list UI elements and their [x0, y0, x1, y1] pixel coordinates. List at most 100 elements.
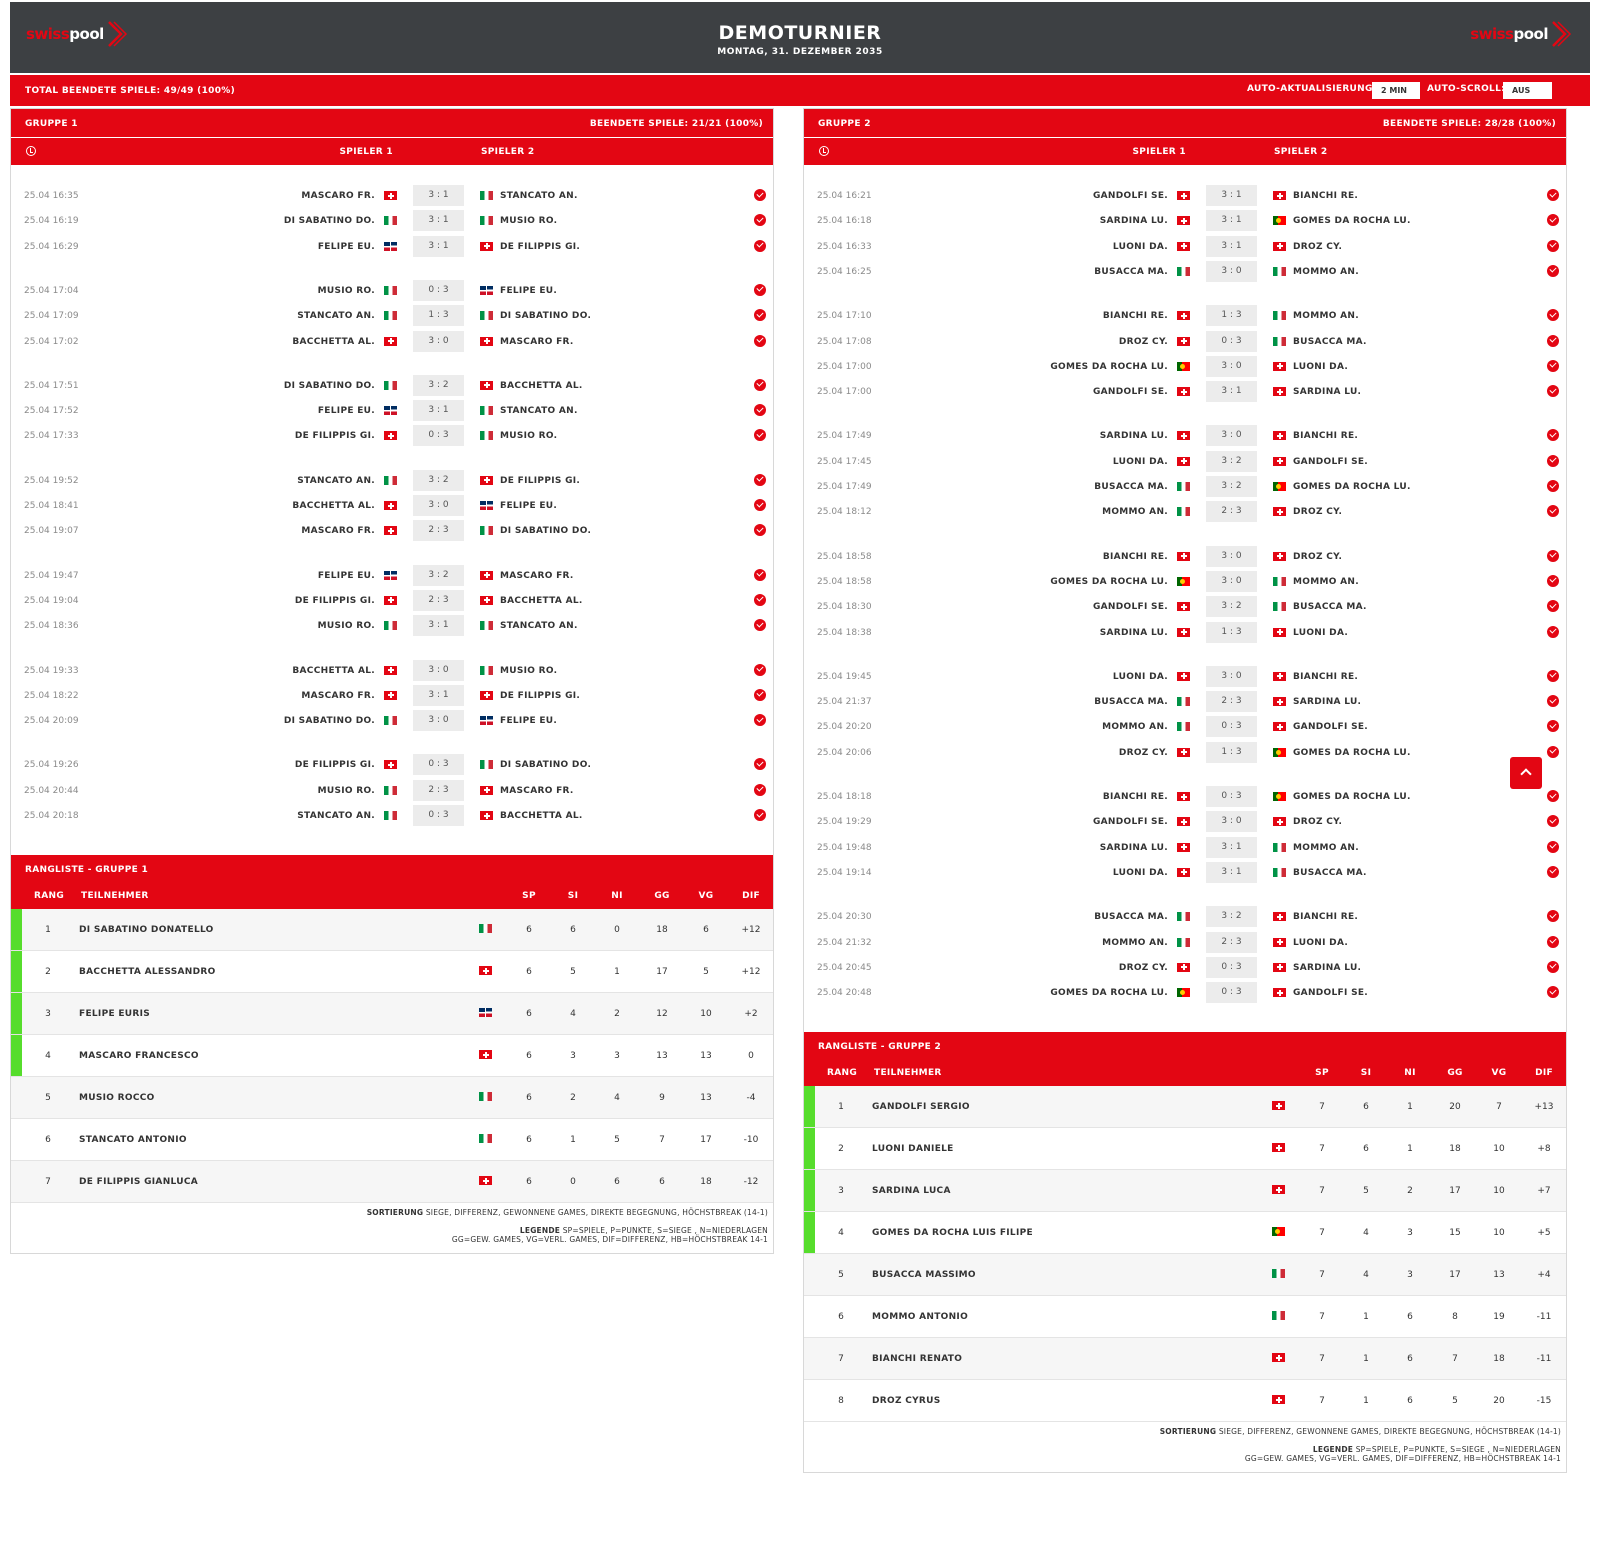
ranking-row[interactable]: 1 DI SABATINO DONATELLO 6 6 0 18 6 +12: [11, 909, 773, 951]
match-row[interactable]: 25.04 18:18 BIANCHI RE. 0 : 3 GOMES DA ROCH…: [804, 784, 1566, 809]
col-teilnehmer: TEILNEHMER: [81, 891, 149, 901]
match-row[interactable]: 25.04 16:33 LUONI DA. 3 : 1 DROZ CY.: [804, 234, 1566, 259]
match-row[interactable]: 25.04 17:09 STANCATO AN. 1 : 3 DI SABATINO …: [11, 303, 773, 328]
stat-vg: 13: [700, 1051, 712, 1061]
flag-switzerland-icon: [1273, 387, 1286, 397]
match-row[interactable]: 25.04 20:48 GOMES DA ROCHA LU. 0 : 3 GANDOL…: [804, 980, 1566, 1005]
ranking-row[interactable]: 4 MASCARO FRANCESCO 6 3 3 13 13 0: [11, 1035, 773, 1077]
match-row[interactable]: 25.04 20:45 DROZ CY. 0 : 3 SARDINA LU.: [804, 955, 1566, 980]
match-row[interactable]: 25.04 20:18 STANCATO AN. 0 : 3 BACCHETTA AL…: [11, 803, 773, 828]
match-time: 25.04 17:08: [817, 336, 872, 347]
match-row[interactable]: 25.04 18:22 MASCARO FR. 3 : 1 DE FILIPPIS G…: [11, 683, 773, 708]
match-finished-check-icon: [754, 334, 766, 347]
match-row[interactable]: 25.04 19:07 MASCARO FR. 2 : 3 DI SABATINO D…: [11, 518, 773, 543]
flag-portugal-icon: [1177, 988, 1190, 998]
ranking-row[interactable]: 2 BACCHETTA ALESSANDRO 6 5 1 17 5 +12: [11, 951, 773, 993]
flag-switzerland-icon: [1177, 747, 1190, 757]
match-row[interactable]: 25.04 19:14 LUONI DA. 3 : 1 BUSACCA MA.: [804, 860, 1566, 885]
match-row[interactable]: 25.04 17:49 SARDINA LU. 3 : 0 BIANCHI RE.: [804, 423, 1566, 448]
match-row[interactable]: 25.04 17:08 DROZ CY. 0 : 3 BUSACCA MA.: [804, 329, 1566, 354]
match-row[interactable]: 25.04 16:19 DI SABATINO DO. 3 : 1 MUSIO RO.: [11, 208, 773, 233]
match-score: 0 : 3: [413, 279, 464, 301]
ranking-row[interactable]: 6 MOMMO ANTONIO 7 1 6 8 19 -11: [804, 1296, 1566, 1338]
ranking-row[interactable]: 5 BUSACCA MASSIMO 7 4 3 17 13 +4: [804, 1254, 1566, 1296]
match-row[interactable]: 25.04 20:09 DI SABATINO DO. 3 : 0 FELIPE EU…: [11, 708, 773, 733]
match-row[interactable]: 25.04 18:12 MOMMO AN. 2 : 3 DROZ CY.: [804, 499, 1566, 524]
match-row[interactable]: 25.04 20:30 BUSACCA MA. 3 : 2 BIANCHI RE.: [804, 904, 1566, 929]
match-row[interactable]: 25.04 19:33 BACCHETTA AL. 3 : 0 MUSIO RO.: [11, 658, 773, 683]
qualified-indicator: [11, 993, 22, 1034]
match-row[interactable]: 25.04 18:30 GANDOLFI SE. 3 : 2 BUSACCA MA.: [804, 594, 1566, 619]
ranking-row[interactable]: 3 FELIPE EURIS 6 4 2 12 10 +2: [11, 993, 773, 1035]
flag-dominican-republic-icon: [480, 285, 493, 295]
match-row[interactable]: 25.04 16:18 SARDINA LU. 3 : 1 GOMES DA ROCH…: [804, 208, 1566, 233]
auto-refresh-select[interactable]: 2 MIN: [1372, 82, 1420, 99]
ranking-row[interactable]: 5 MUSIO ROCCO 6 2 4 9 13 -4: [11, 1077, 773, 1119]
swisspool-logo-left[interactable]: swiss pool: [26, 20, 128, 48]
match-finished-check-icon: [754, 758, 766, 771]
match-score: 0 : 3: [1206, 982, 1257, 1004]
swisspool-logo-right[interactable]: swiss pool: [1470, 20, 1572, 48]
match-row[interactable]: 25.04 18:41 BACCHETTA AL. 3 : 0 FELIPE EU.: [11, 493, 773, 518]
match-row[interactable]: 25.04 21:37 BUSACCA MA. 2 : 3 SARDINA LU.: [804, 689, 1566, 714]
flag-portugal-icon: [1177, 361, 1190, 371]
player-2-name: BUSACCA MA.: [1293, 867, 1367, 878]
scroll-to-top-button[interactable]: [1510, 757, 1542, 789]
col-rang: RANG: [34, 891, 65, 901]
match-row[interactable]: 25.04 17:02 BACCHETTA AL. 3 : 0 MASCARO FR.: [11, 329, 773, 354]
match-row[interactable]: 25.04 19:52 STANCATO AN. 3 : 2 DE FILIPPIS …: [11, 468, 773, 493]
match-finished-check-icon: [1547, 574, 1559, 587]
match-row[interactable]: 25.04 16:25 BUSACCA MA. 3 : 0 MOMMO AN.: [804, 259, 1566, 284]
match-row[interactable]: 25.04 17:45 LUONI DA. 3 : 2 GANDOLFI SE.: [804, 449, 1566, 474]
flag-switzerland-icon: [384, 501, 397, 510]
match-row[interactable]: 25.04 19:48 SARDINA LU. 3 : 1 MOMMO AN.: [804, 835, 1566, 860]
match-score: 1 : 3: [413, 305, 464, 327]
match-row[interactable]: 25.04 16:35 MASCARO FR. 3 : 1 STANCATO AN.: [11, 183, 773, 208]
ranking-row[interactable]: 3 SARDINA LUCA 7 5 2 17 10 +7: [804, 1170, 1566, 1212]
match-row[interactable]: 25.04 19:04 DE FILIPPIS GI. 2 : 3 BACCHETTA…: [11, 588, 773, 613]
match-row[interactable]: 25.04 16:21 GANDOLFI SE. 3 : 1 BIANCHI RE.: [804, 183, 1566, 208]
stat-dif: +2: [744, 1009, 758, 1019]
ranking-row[interactable]: 8 DROZ CYRUS 7 1 6 5 20 -15: [804, 1380, 1566, 1422]
ranking-row[interactable]: 7 BIANCHI RENATO 7 1 6 7 18 -11: [804, 1338, 1566, 1380]
match-row[interactable]: 25.04 19:47 FELIPE EU. 3 : 2 MASCARO FR.: [11, 563, 773, 588]
col-sp: SP: [522, 891, 536, 901]
match-row[interactable]: 25.04 18:58 BIANCHI RE. 3 : 0 DROZ CY.: [804, 544, 1566, 569]
stat-vg: 13: [1493, 1270, 1505, 1280]
match-finished-check-icon: [754, 499, 766, 511]
stat-ni: 0: [614, 925, 620, 935]
ranking-row[interactable]: 7 DE FILIPPIS GIANLUCA 6 0 6 6 18 -12: [11, 1161, 773, 1203]
match-row[interactable]: 25.04 20:06 DROZ CY. 1 : 3 GOMES DA ROCHA L…: [804, 740, 1566, 765]
flag-switzerland-icon: [384, 191, 397, 200]
match-row[interactable]: 25.04 20:44 MUSIO RO. 2 : 3 MASCARO FR.: [11, 778, 773, 803]
match-row[interactable]: 25.04 17:04 MUSIO RO. 0 : 3 FELIPE EU.: [11, 278, 773, 303]
match-row[interactable]: 25.04 17:49 BUSACCA MA. 3 : 2 GOMES DA ROCH…: [804, 474, 1566, 499]
auto-scroll-select[interactable]: AUS: [1503, 82, 1552, 99]
logo-text-white: pool: [1513, 25, 1549, 43]
match-row[interactable]: 25.04 20:20 MOMMO AN. 0 : 3 GANDOLFI SE.: [804, 714, 1566, 739]
match-row[interactable]: 25.04 17:00 GANDOLFI SE. 3 : 1 SARDINA LU.: [804, 379, 1566, 404]
flag-switzerland-icon: [384, 690, 397, 700]
match-row[interactable]: 25.04 16:29 FELIPE EU. 3 : 1 DE FILIPPIS GI…: [11, 234, 773, 259]
match-row[interactable]: 25.04 18:36 MUSIO RO. 3 : 1 STANCATO AN.: [11, 613, 773, 638]
stat-dif: +4: [1537, 1270, 1551, 1280]
sorting-text: SIEGE, DIFFERENZ, GEWONNENE GAMES, DIREK…: [1218, 1427, 1561, 1436]
match-row[interactable]: 25.04 17:10 BIANCHI RE. 1 : 3 MOMMO AN.: [804, 303, 1566, 328]
ranking-row[interactable]: 6 STANCATO ANTONIO 6 1 5 7 17 -10: [11, 1119, 773, 1161]
match-row[interactable]: 25.04 17:51 DI SABATINO DO. 3 : 2 BACCHETTA…: [11, 373, 773, 398]
match-row[interactable]: 25.04 18:38 SARDINA LU. 1 : 3 LUONI DA.: [804, 620, 1566, 645]
match-row[interactable]: 25.04 17:33 DE FILIPPIS GI. 0 : 3 MUSIO RO.: [11, 423, 773, 448]
match-row[interactable]: 25.04 17:00 GOMES DA ROCHA LU. 3 : 0 LUONI …: [804, 354, 1566, 379]
match-row[interactable]: 25.04 18:58 GOMES DA ROCHA LU. 3 : 0 MOMMO …: [804, 569, 1566, 594]
ranking-row[interactable]: 4 GOMES DA ROCHA LUIS FILIPE 7 4 3 15 10 +5: [804, 1212, 1566, 1254]
player-1-name: BUSACCA MA.: [1094, 697, 1168, 708]
match-row[interactable]: 25.04 19:26 DE FILIPPIS GI. 0 : 3 DI SABATI…: [11, 752, 773, 777]
match-score: 3 : 1: [1206, 381, 1257, 403]
match-row[interactable]: 25.04 19:45 LUONI DA. 3 : 0 BIANCHI RE.: [804, 664, 1566, 689]
ranking-row[interactable]: 1 GANDOLFI SERGIO 7 6 1 20 7 +13: [804, 1086, 1566, 1128]
match-row[interactable]: 25.04 17:52 FELIPE EU. 3 : 1 STANCATO AN.: [11, 398, 773, 423]
match-row[interactable]: 25.04 19:29 GANDOLFI SE. 3 : 0 DROZ CY.: [804, 809, 1566, 834]
flag-switzerland-icon: [1272, 1101, 1285, 1110]
match-row[interactable]: 25.04 21:32 MOMMO AN. 2 : 3 LUONI DA.: [804, 930, 1566, 955]
ranking-row[interactable]: 2 LUONI DANIELE 7 6 1 18 10 +8: [804, 1128, 1566, 1170]
